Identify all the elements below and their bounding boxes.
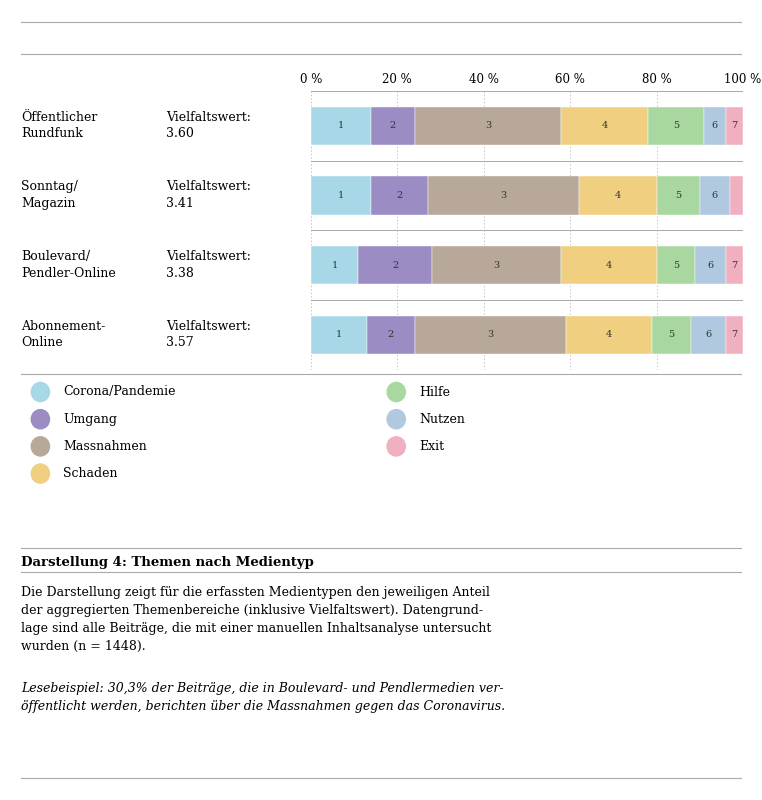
- Text: Corona/Pandemie: Corona/Pandemie: [63, 386, 176, 398]
- Text: 1: 1: [331, 261, 338, 270]
- Text: 2: 2: [396, 191, 402, 200]
- Text: 1: 1: [37, 387, 43, 397]
- Text: 7: 7: [732, 261, 738, 270]
- Text: Nutzen: Nutzen: [419, 413, 465, 426]
- Text: 3.38: 3.38: [166, 266, 194, 280]
- Text: Magazin: Magazin: [21, 197, 76, 210]
- Text: Darstellung 4: Themen nach Medientyp: Darstellung 4: Themen nach Medientyp: [21, 556, 314, 569]
- Bar: [562, 107, 648, 145]
- Text: 4: 4: [601, 122, 608, 130]
- Text: 3: 3: [485, 122, 491, 130]
- Text: 4: 4: [606, 330, 612, 339]
- Bar: [725, 107, 743, 145]
- Text: 6: 6: [393, 414, 399, 424]
- Bar: [730, 177, 743, 214]
- Text: 6: 6: [706, 330, 712, 339]
- Text: 6: 6: [707, 261, 713, 270]
- Bar: [371, 107, 415, 145]
- Text: Sonntag/: Sonntag/: [21, 180, 78, 194]
- Text: Schaden: Schaden: [63, 467, 118, 480]
- Bar: [704, 107, 725, 145]
- Text: 5: 5: [675, 191, 681, 200]
- Bar: [700, 177, 730, 214]
- Text: 1: 1: [338, 191, 344, 200]
- Text: 6: 6: [712, 122, 718, 130]
- Text: 3: 3: [500, 191, 506, 200]
- Text: 2: 2: [392, 261, 399, 270]
- Bar: [696, 246, 725, 284]
- Text: 4: 4: [37, 469, 43, 478]
- Bar: [371, 177, 427, 214]
- Bar: [725, 246, 743, 284]
- Bar: [652, 316, 691, 354]
- Text: 7: 7: [732, 122, 738, 130]
- Text: 5: 5: [393, 387, 399, 397]
- Text: Umgang: Umgang: [63, 413, 117, 426]
- Text: Öffentlicher: Öffentlicher: [21, 110, 98, 124]
- Text: Hilfe: Hilfe: [419, 386, 450, 398]
- Bar: [562, 246, 657, 284]
- Text: 3: 3: [487, 330, 493, 339]
- Text: Vielfaltswert:: Vielfaltswert:: [166, 180, 251, 194]
- Text: Exit: Exit: [419, 440, 444, 453]
- Text: Massnahmen: Massnahmen: [63, 440, 147, 453]
- Text: 3: 3: [494, 261, 500, 270]
- Bar: [311, 107, 371, 145]
- Text: Boulevard/: Boulevard/: [21, 250, 91, 263]
- Text: 4: 4: [606, 261, 612, 270]
- Text: Rundfunk: Rundfunk: [21, 127, 83, 141]
- Bar: [566, 316, 652, 354]
- Bar: [311, 177, 371, 214]
- Bar: [657, 177, 700, 214]
- Text: 5: 5: [673, 122, 679, 130]
- Text: 1: 1: [336, 330, 342, 339]
- Text: 3.60: 3.60: [166, 127, 194, 141]
- Text: 7: 7: [393, 442, 399, 451]
- Bar: [657, 246, 696, 284]
- Text: 2: 2: [390, 122, 396, 130]
- Text: 2: 2: [37, 414, 43, 424]
- Text: Vielfaltswert:: Vielfaltswert:: [166, 319, 251, 333]
- Text: Vielfaltswert:: Vielfaltswert:: [166, 110, 251, 124]
- Bar: [725, 316, 743, 354]
- Bar: [432, 246, 562, 284]
- Text: 3: 3: [37, 442, 43, 451]
- Text: 4: 4: [614, 191, 621, 200]
- Text: Lesebeispiel: 30,3% der Beiträge, die in Boulevard- und Pendlermedien ver-
öffen: Lesebeispiel: 30,3% der Beiträge, die in…: [21, 682, 505, 713]
- Bar: [311, 316, 367, 354]
- Bar: [311, 246, 358, 284]
- Text: 6: 6: [712, 191, 718, 200]
- Text: Abonnement-: Abonnement-: [21, 319, 106, 333]
- Text: 7: 7: [732, 330, 738, 339]
- Text: 5: 5: [668, 330, 674, 339]
- Text: 1: 1: [338, 122, 344, 130]
- Text: Pendler-Online: Pendler-Online: [21, 266, 116, 280]
- Bar: [427, 177, 579, 214]
- Text: Die Darstellung zeigt für die erfassten Medientypen den jeweiligen Anteil
der ag: Die Darstellung zeigt für die erfassten …: [21, 586, 491, 653]
- Text: Online: Online: [21, 336, 63, 350]
- Text: 3.57: 3.57: [166, 336, 194, 350]
- Bar: [358, 246, 432, 284]
- Bar: [648, 107, 704, 145]
- Text: 2: 2: [388, 330, 394, 339]
- Text: 3.41: 3.41: [166, 197, 194, 210]
- Bar: [579, 177, 657, 214]
- Text: 5: 5: [673, 261, 679, 270]
- Bar: [415, 107, 562, 145]
- Text: Vielfaltswert:: Vielfaltswert:: [166, 250, 251, 263]
- Bar: [367, 316, 415, 354]
- Bar: [415, 316, 566, 354]
- Bar: [691, 316, 725, 354]
